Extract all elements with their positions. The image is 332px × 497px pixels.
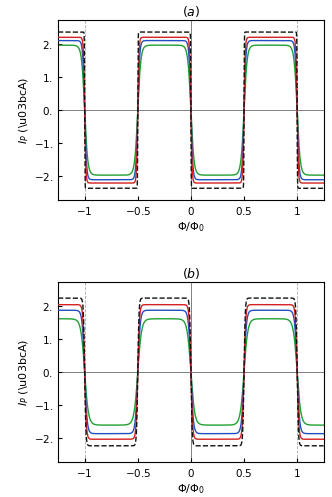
Title: ($b$): ($b$) <box>182 265 200 280</box>
Y-axis label: $I_P$ (\u03bcA): $I_P$ (\u03bcA) <box>17 338 31 406</box>
X-axis label: $\Phi/\Phi_0$: $\Phi/\Phi_0$ <box>177 220 205 234</box>
Y-axis label: $I_P$ (\u03bcA): $I_P$ (\u03bcA) <box>17 77 31 144</box>
Title: ($a$): ($a$) <box>182 3 200 19</box>
X-axis label: $\Phi/\Phi_0$: $\Phi/\Phi_0$ <box>177 482 205 496</box>
